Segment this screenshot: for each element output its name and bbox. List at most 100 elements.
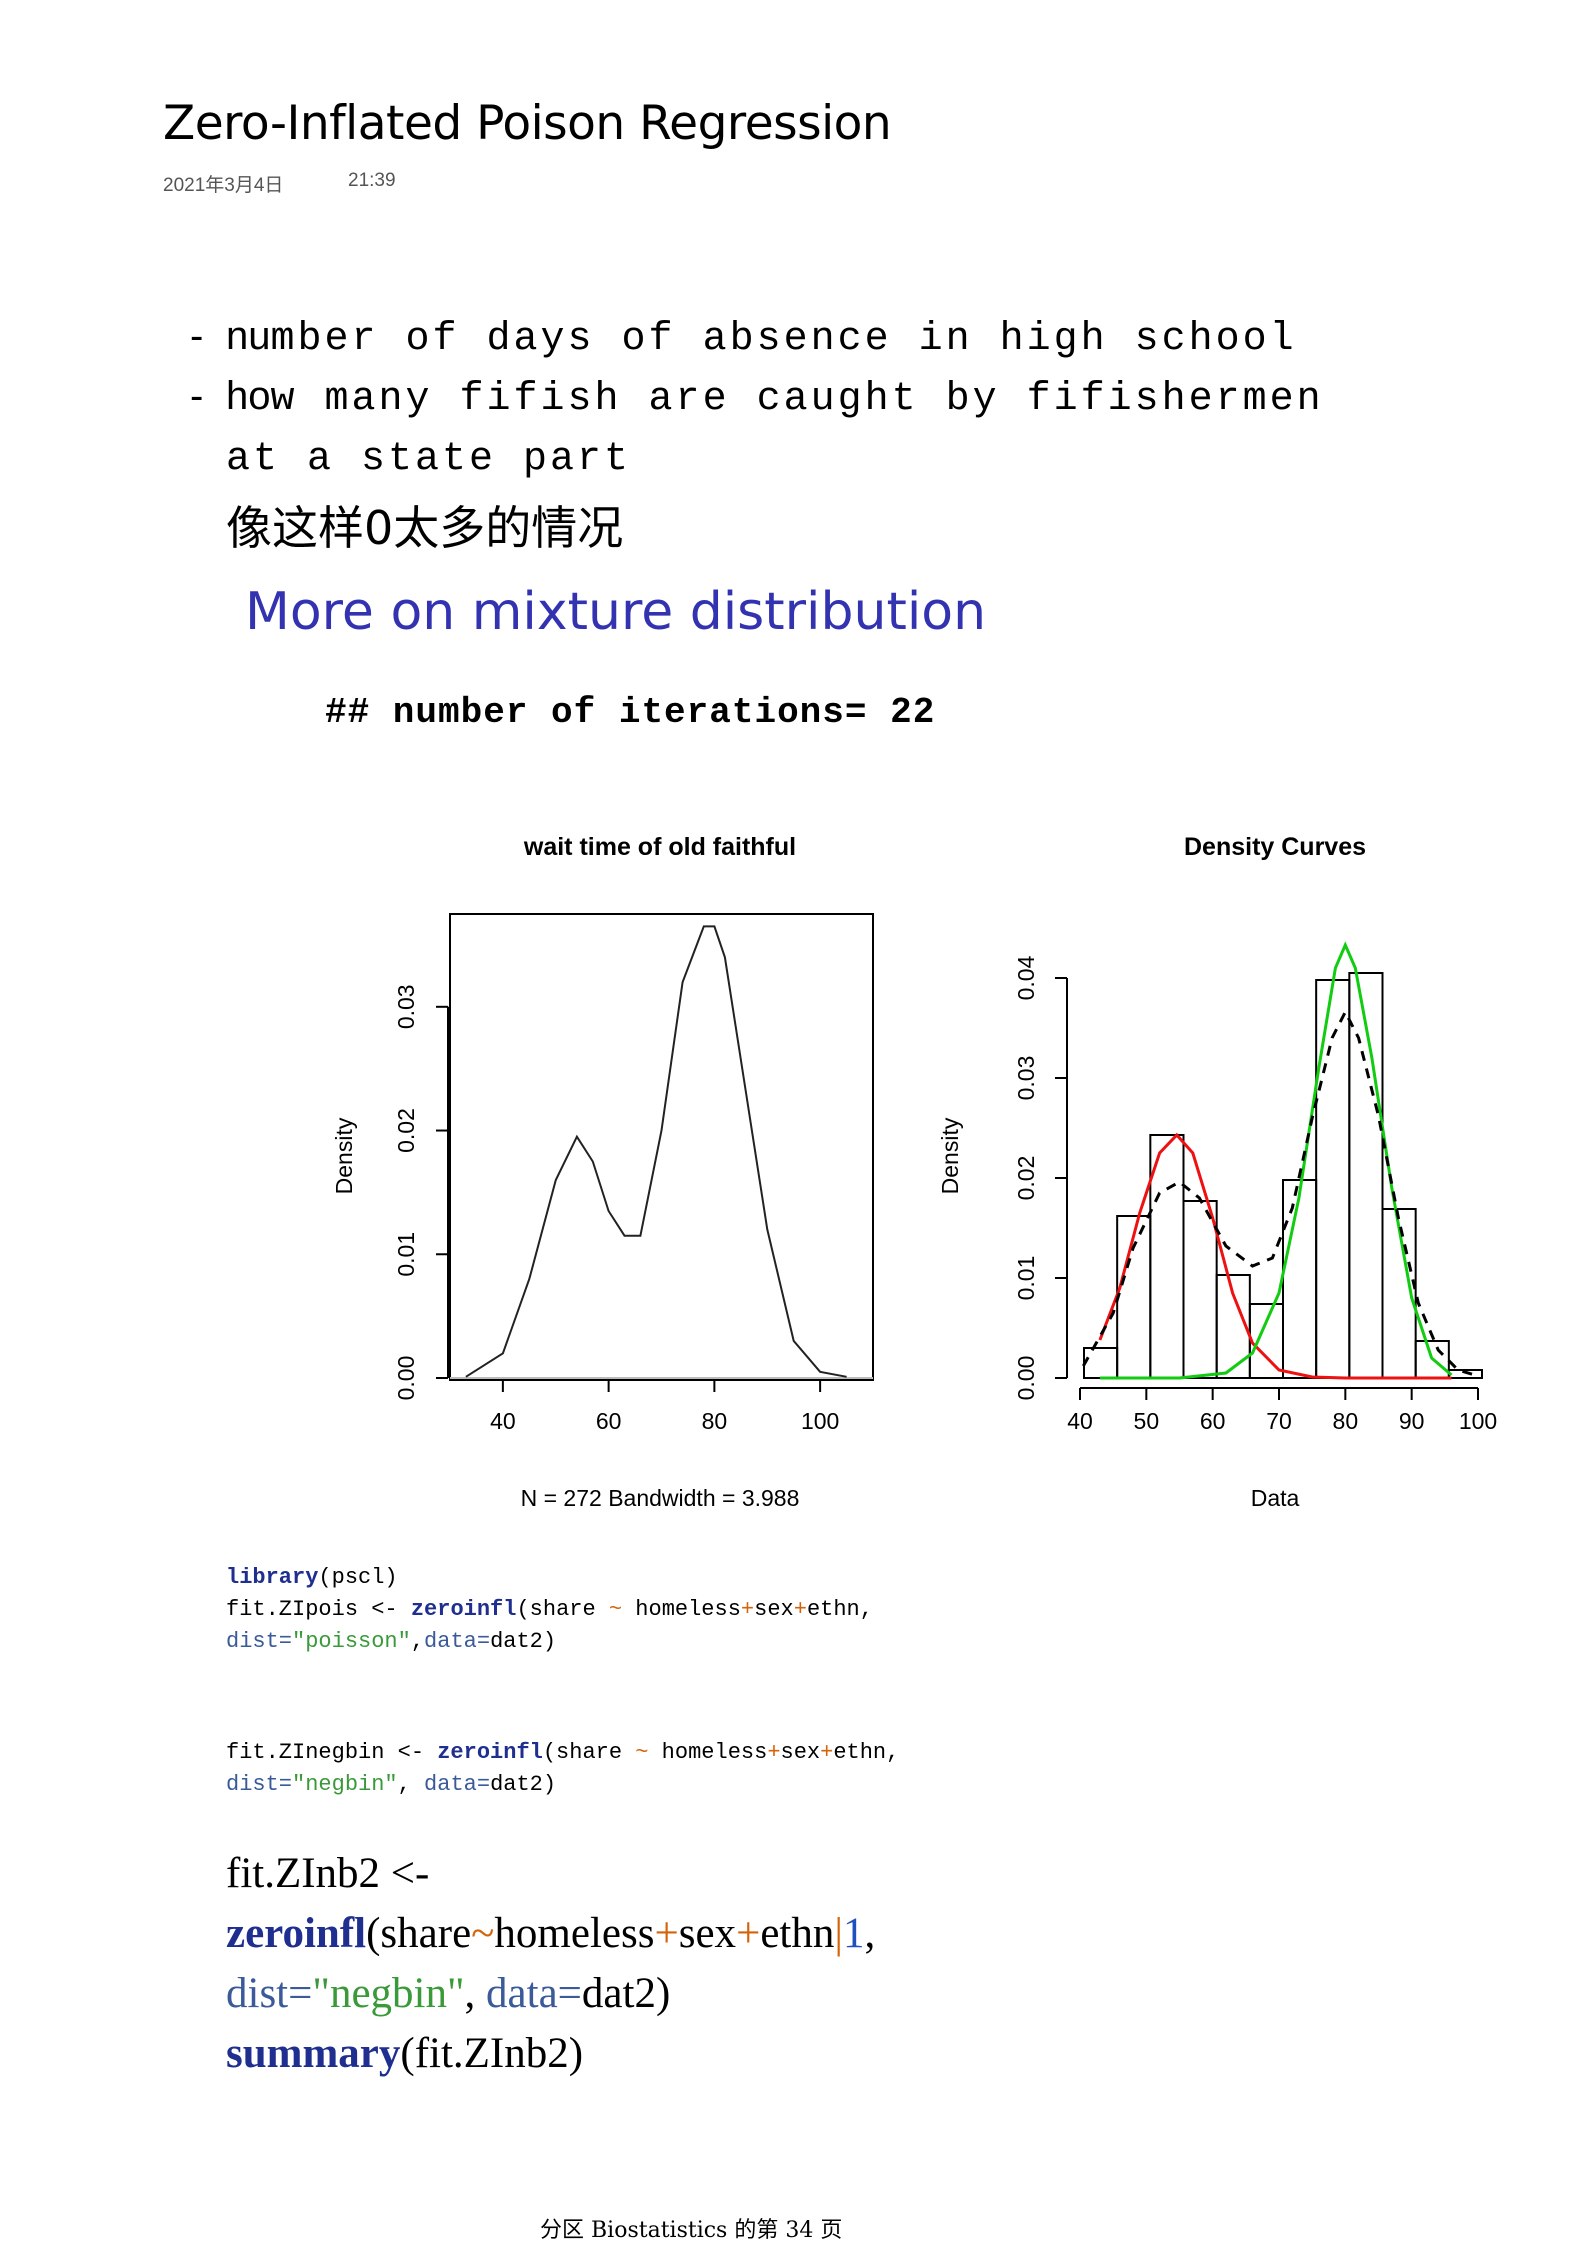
x-tick-label: 70 xyxy=(1266,1408,1292,1434)
code-token: + xyxy=(654,1910,679,1957)
code-token: (pscl) xyxy=(318,1565,398,1590)
code-token: (share xyxy=(366,1910,472,1957)
code-token: sex xyxy=(754,1597,794,1622)
y-tick-label: 0.01 xyxy=(393,1232,419,1277)
code-token: library xyxy=(226,1565,319,1590)
code-token: zeroinfl xyxy=(410,1597,517,1622)
histogram-bar xyxy=(1315,979,1351,1379)
code-block-zinegbin: fit.ZInegbin <- zeroinfl(share ~ homeles… xyxy=(226,1737,899,1801)
x-tick-label: 100 xyxy=(1459,1408,1497,1434)
code-token: dist= xyxy=(226,1970,313,2017)
mixture-curve-dashed xyxy=(1081,1008,1479,1378)
code-line: zeroinfl(share~homeless+sex+ethn|1, xyxy=(226,1904,875,1964)
y-tick-label: 0.03 xyxy=(393,984,419,1029)
code-token: fit.ZIpois <- xyxy=(226,1597,411,1622)
code-token: dat2) xyxy=(581,1970,671,2017)
x-tick-label: 50 xyxy=(1134,1408,1160,1434)
component-curve-red xyxy=(1098,1132,1452,1380)
code-line: fit.ZInegbin <- zeroinfl(share ~ homeles… xyxy=(226,1737,899,1769)
density-curves-chart: Density Curves 40 50 60 70 80 90 100 0.00 0.01 0.… xyxy=(937,833,1497,1511)
y-tick-label: 0.00 xyxy=(1013,1356,1039,1401)
x-axis-label: Data xyxy=(1251,1485,1300,1511)
list-item: at a state part xyxy=(226,437,632,482)
y-tick-label: 0.04 xyxy=(1013,955,1039,1000)
component-curve-green xyxy=(1099,941,1453,1380)
code-token: (fit.ZInb2) xyxy=(400,2030,584,2077)
code-token: (share xyxy=(516,1597,609,1622)
code-token: + xyxy=(736,1910,761,1957)
histogram-bar xyxy=(1083,1347,1119,1379)
code-token: (share xyxy=(542,1740,636,1765)
code-token: + xyxy=(767,1740,781,1765)
code-token: + xyxy=(820,1740,834,1765)
page-time: 21:39 xyxy=(348,170,396,191)
page-title: Zero-Inflated Poison Regression xyxy=(163,96,892,151)
code-line: library(pscl) xyxy=(226,1562,873,1594)
code-token: ~ xyxy=(471,1910,495,1957)
code-block-zinb2: fit.ZInb2 <- zeroinfl(share~homeless+sex+… xyxy=(226,1844,875,2084)
code-line: summary(fit.ZInb2) xyxy=(226,2024,875,2084)
code-line: dist="negbin", data=dat2) xyxy=(226,1769,899,1801)
slide-heading: More on mixture distribution xyxy=(245,582,987,642)
y-tick-label: 0.01 xyxy=(1013,1256,1039,1301)
code-token: ~ xyxy=(608,1597,623,1622)
y-tick-label: 0.00 xyxy=(393,1356,419,1401)
code-token: zeroinfl xyxy=(437,1740,543,1765)
x-tick-label: 80 xyxy=(702,1408,728,1434)
code-token: homeless xyxy=(622,1597,741,1622)
y-axis-label: Density xyxy=(937,1117,963,1194)
code-token: dat2) xyxy=(490,1772,557,1797)
page-footer: 分区 Biostatistics 的第 34 页 xyxy=(540,2218,843,2243)
y-tick-label: 0.02 xyxy=(393,1108,419,1153)
code-token: sex xyxy=(780,1740,821,1765)
list-item: - how many fifish are caught by fifisherm… xyxy=(190,374,1324,422)
code-line: fit.ZInb2 <- xyxy=(226,1844,875,1904)
density-curve xyxy=(465,925,847,1378)
x-tick-label: 90 xyxy=(1399,1408,1425,1434)
bullet-list: - number of days of absence in high schoo… xyxy=(190,306,1324,486)
code-token: zeroinfl xyxy=(226,1910,367,1957)
code-token: "poisson" xyxy=(292,1629,411,1654)
density-chart-old-faithful: wait time of old faithful 40 60 80 100 0.00 0… xyxy=(331,833,874,1511)
code-token: , xyxy=(464,1970,487,2017)
code-token: dist= xyxy=(226,1629,293,1654)
histogram-bar xyxy=(1182,1200,1218,1379)
code-token: homeless xyxy=(494,1910,655,1957)
chinese-note: 像这样0太多的情况 xyxy=(226,501,624,555)
code-token: data= xyxy=(486,1970,582,2017)
code-token: summary xyxy=(226,2030,401,2077)
code-token: sex xyxy=(678,1910,737,1957)
code-token: dat2) xyxy=(490,1629,557,1654)
code-line: dist="poisson",data=dat2) xyxy=(226,1626,873,1658)
code-token: , xyxy=(397,1772,425,1797)
x-axis-label: N = 272 Bandwidth = 3.988 xyxy=(521,1485,800,1511)
code-token: + xyxy=(793,1597,807,1622)
chart-title: wait time of old faithful xyxy=(523,833,796,861)
code-token: ethn xyxy=(760,1910,835,1957)
code-line: dist="negbin", data=dat2) xyxy=(226,1964,875,2024)
y-axis-label: Density xyxy=(331,1117,357,1194)
chart-title: Density Curves xyxy=(1184,833,1366,861)
x-tick-label: 60 xyxy=(596,1408,622,1434)
code-token: , xyxy=(864,1910,876,1957)
y-tick-label: 0.02 xyxy=(1013,1156,1039,1201)
code-token: | xyxy=(834,1910,843,1957)
code-token: ethn, xyxy=(833,1740,900,1765)
code-token: "negbin" xyxy=(292,1772,398,1797)
list-item: - number of days of absence in high schoo… xyxy=(190,314,1297,362)
code-token: "negbin" xyxy=(312,1970,465,2017)
code-token: + xyxy=(740,1597,755,1622)
code-token: homeless xyxy=(648,1740,768,1765)
code-token: ~ xyxy=(635,1740,649,1765)
code-token: data= xyxy=(424,1772,491,1797)
code-token: , xyxy=(410,1629,425,1654)
iterations-output: ## number of iterations= 22 xyxy=(325,692,936,733)
histogram-bar xyxy=(1149,1134,1185,1379)
page-date: 2021年3月4日 xyxy=(163,175,284,196)
code-token: ethn, xyxy=(806,1597,873,1622)
code-token: data= xyxy=(424,1629,491,1654)
histogram-bar xyxy=(1282,1179,1318,1379)
code-line: fit.ZIpois <- zeroinfl(share ~ homeless+… xyxy=(226,1594,873,1626)
x-tick-label: 100 xyxy=(801,1408,839,1434)
x-tick-label: 40 xyxy=(1067,1408,1093,1434)
